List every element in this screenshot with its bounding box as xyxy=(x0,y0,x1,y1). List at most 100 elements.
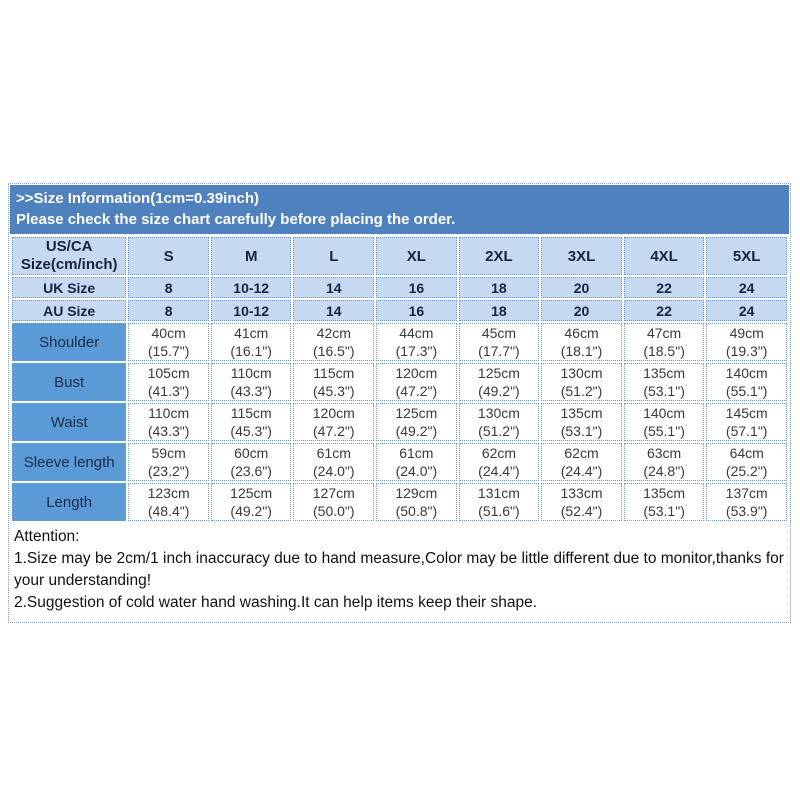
au-size-label: AU Size xyxy=(12,300,127,321)
au-size-value: 18 xyxy=(458,300,540,321)
measurement-cell: 49cm (19.3") xyxy=(706,323,787,361)
size-header-4xl: 4XL xyxy=(623,237,705,275)
inch-value: (50.8") xyxy=(395,503,438,519)
measurement-cell: 40cm (15.7") xyxy=(128,323,209,361)
measurement-cell: 130cm (51.2") xyxy=(541,363,622,401)
cm-value: 135cm xyxy=(643,485,686,501)
size-header-xl: XL xyxy=(376,237,457,275)
cm-value: 46cm xyxy=(564,325,599,341)
cm-value: 140cm xyxy=(725,365,768,381)
measurement-cell: 135cm (53.1") xyxy=(623,363,705,401)
uk-size-value: 22 xyxy=(623,277,705,298)
measurement-cell: 129cm (50.8") xyxy=(376,483,457,521)
au-size-value: 10-12 xyxy=(210,300,292,321)
size-header-s: S xyxy=(128,237,209,275)
cm-value: 62cm xyxy=(564,445,599,461)
uk-size-value: 16 xyxy=(376,277,457,298)
inch-value: (23.6") xyxy=(230,463,272,479)
cm-value: 125cm xyxy=(230,485,273,501)
inch-value: (52.4") xyxy=(560,503,603,519)
size-header-2xl: 2XL xyxy=(458,237,540,275)
cm-value: 120cm xyxy=(395,365,438,381)
size-header-m: M xyxy=(210,237,292,275)
inch-value: (24.8") xyxy=(643,463,685,479)
corner-header-line1: US/CA xyxy=(45,238,93,255)
inch-value: (49.2") xyxy=(395,423,438,439)
cm-value: 41cm xyxy=(234,325,269,341)
cm-value: 131cm xyxy=(477,485,520,501)
measurement-row: Waist 110cm (43.3") 115cm (45.3") 120cm (47.2"… xyxy=(12,403,787,441)
cm-value: 137cm xyxy=(725,485,768,501)
measurement-row-label: Shoulder xyxy=(12,323,127,361)
measurement-cell: 145cm (57.1") xyxy=(706,403,787,441)
measurement-cell: 123cm (48.4") xyxy=(128,483,209,521)
inch-value: (53.1") xyxy=(560,423,603,439)
uk-size-value: 20 xyxy=(541,277,622,298)
attention-line1: 1.Size may be 2cm/1 inch inaccuracy due … xyxy=(14,550,784,589)
uk-size-value: 14 xyxy=(293,277,375,298)
cm-value: 120cm xyxy=(312,405,355,421)
inch-value: (53.1") xyxy=(643,383,685,399)
cm-value: 62cm xyxy=(481,445,517,461)
measurement-cell: 61cm (24.0") xyxy=(376,443,457,481)
inch-value: (43.3") xyxy=(147,423,190,439)
cm-value: 49cm xyxy=(729,325,764,341)
measurement-cell: 133cm (52.4") xyxy=(541,483,622,521)
inch-value: (47.2") xyxy=(313,423,355,439)
cm-value: 59cm xyxy=(151,445,186,461)
size-info-header: >>Size Information(1cm=0.39inch) Please … xyxy=(10,185,789,234)
size-chart-sheet: >>Size Information(1cm=0.39inch) Please … xyxy=(8,183,791,623)
uk-size-value: 24 xyxy=(706,277,787,298)
au-size-value: 22 xyxy=(623,300,705,321)
measurement-cell: 135cm (53.1") xyxy=(541,403,622,441)
measurement-cell: 125cm (49.2") xyxy=(458,363,540,401)
measurement-row-label: Waist xyxy=(12,403,127,441)
measurement-cell: 135cm (53.1") xyxy=(623,483,705,521)
measurement-cell: 44cm (17.3") xyxy=(376,323,457,361)
cm-value: 127cm xyxy=(312,485,355,501)
measurement-row: Bust 105cm (41.3") 110cm (43.3") 115cm (45.3")… xyxy=(12,363,787,401)
inch-value: (24.4") xyxy=(478,463,520,479)
cm-value: 42cm xyxy=(316,325,351,341)
cm-value: 130cm xyxy=(477,405,520,421)
cm-value: 45cm xyxy=(481,325,517,341)
au-size-value: 20 xyxy=(541,300,622,321)
cm-value: 125cm xyxy=(395,405,438,421)
inch-value: (16.5") xyxy=(313,343,355,359)
size-table: US/CA Size(cm/inch) S M L XL 2XL 3XL 4XL 5XL UK… xyxy=(10,235,789,523)
cm-value: 105cm xyxy=(147,365,190,381)
measurement-cell: 63cm (24.8") xyxy=(623,443,705,481)
measurement-row-label: Sleeve length xyxy=(12,443,127,481)
inch-value: (17.3") xyxy=(395,343,438,359)
inch-value: (55.1") xyxy=(643,423,685,439)
cm-value: 135cm xyxy=(560,405,603,421)
attention-line2: 2.Suggestion of cold water hand washing.… xyxy=(14,594,538,611)
measurement-cell: 140cm (55.1") xyxy=(623,403,705,441)
measurement-row: Sleeve length 59cm (23.2") 60cm (23.6") 61cm (… xyxy=(12,443,787,481)
inch-value: (45.3") xyxy=(313,383,355,399)
uk-size-value: 8 xyxy=(128,277,209,298)
cm-value: 129cm xyxy=(395,485,438,501)
measurement-cell: 140cm (55.1") xyxy=(706,363,787,401)
cm-value: 135cm xyxy=(643,365,686,381)
inch-value: (48.4") xyxy=(147,503,190,519)
measurement-cell: 42cm (16.5") xyxy=(293,323,375,361)
measurement-cell: 45cm (17.7") xyxy=(458,323,540,361)
attention-note: Attention: 1.Size may be 2cm/1 inch inac… xyxy=(10,523,789,622)
measurement-cell: 120cm (47.2") xyxy=(376,363,457,401)
inch-value: (24.4") xyxy=(560,463,603,479)
cm-value: 140cm xyxy=(643,405,686,421)
corner-header-line2: Size(cm/inch) xyxy=(20,256,118,273)
inch-value: (16.1") xyxy=(230,343,272,359)
inch-value: (49.2") xyxy=(230,503,272,519)
measurement-cell: 62cm (24.4") xyxy=(458,443,540,481)
inch-value: (53.9") xyxy=(725,503,768,519)
measurement-cell: 47cm (18.5") xyxy=(623,323,705,361)
inch-value: (19.3") xyxy=(725,343,768,359)
inch-value: (15.7") xyxy=(147,343,190,359)
inch-value: (51.2") xyxy=(478,423,520,439)
corner-header: US/CA Size(cm/inch) xyxy=(12,237,127,275)
measurement-cell: 64cm (25.2") xyxy=(706,443,787,481)
inch-value: (45.3") xyxy=(230,423,272,439)
size-header-5xl: 5XL xyxy=(706,237,787,275)
